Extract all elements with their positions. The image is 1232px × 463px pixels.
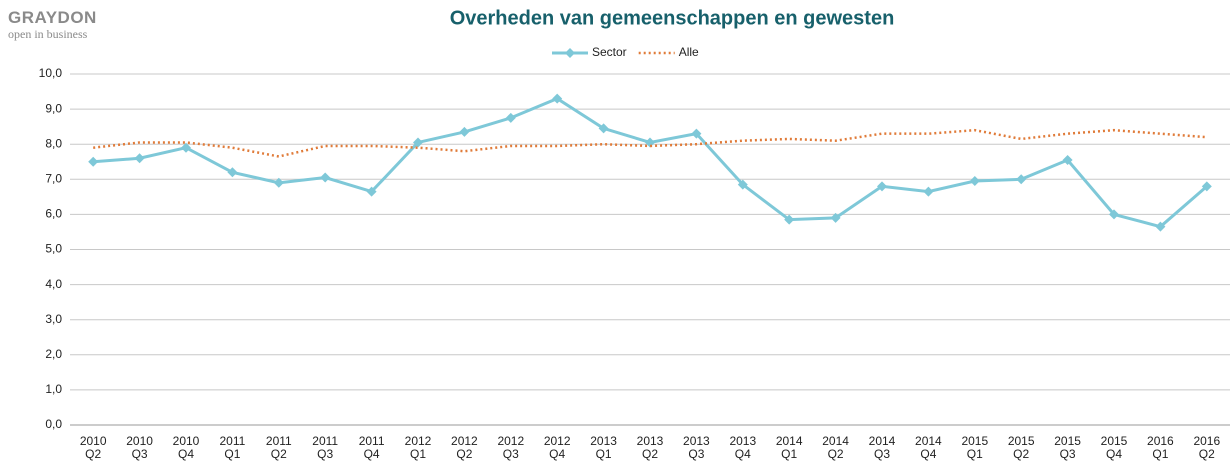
- x-tick-label: 2011 Q4: [358, 434, 385, 461]
- x-tick-label: 2014 Q1: [775, 434, 803, 461]
- point: [598, 123, 609, 134]
- point: [969, 176, 980, 187]
- point: [1016, 174, 1027, 185]
- point: [459, 126, 470, 137]
- x-tick-label: 2013 Q3: [683, 434, 710, 461]
- x-tick-label: 2013 Q1: [590, 434, 617, 461]
- y-tick-label: 0,0: [45, 417, 62, 431]
- x-tick-label: 2010 Q3: [126, 434, 153, 461]
- x-tick-label: 2015 Q1: [961, 434, 989, 461]
- y-tick-label: 3,0: [45, 312, 62, 326]
- x-tick-label: 2015 Q3: [1054, 434, 1081, 461]
- point: [552, 93, 563, 104]
- x-tick-label: 2012 Q4: [543, 434, 571, 461]
- x-tick-label: 2011 Q1: [219, 434, 246, 461]
- y-tick-label: 8,0: [45, 136, 62, 150]
- x-tick-label: 2010 Q2: [79, 434, 107, 461]
- x-tick-label: 2010 Q4: [172, 434, 200, 461]
- point: [366, 186, 377, 197]
- x-tick-label: 2011 Q2: [265, 434, 292, 461]
- point: [320, 172, 331, 183]
- point: [1109, 209, 1119, 220]
- logo-tagline: open in business: [8, 27, 88, 41]
- legend-label: Alle: [679, 45, 699, 59]
- point: [273, 177, 284, 188]
- y-tick-label: 9,0: [45, 101, 62, 115]
- point: [1062, 154, 1073, 165]
- point: [413, 137, 423, 148]
- x-tick-label: 2015 Q4: [1100, 434, 1128, 461]
- line-series: [93, 96, 1208, 229]
- y-tick-label: 4,0: [45, 277, 62, 291]
- y-tick-label: 2,0: [45, 347, 62, 361]
- point: [784, 214, 795, 225]
- x-tick-label: 2013 Q2: [636, 434, 664, 461]
- x-tick-label: 2014 Q3: [868, 434, 896, 461]
- chart-title: Overheden van gemeenschappen en gewesten: [450, 7, 895, 29]
- x-tick-label: 2012 Q3: [497, 434, 525, 461]
- point: [505, 112, 516, 123]
- y-tick-label: 5,0: [45, 242, 62, 256]
- point: [877, 181, 887, 192]
- x-tick-label: 2016 Q2: [1193, 434, 1221, 461]
- logo: GRAYDON: [8, 8, 97, 27]
- y-tick-label: 7,0: [45, 171, 62, 185]
- y-tick-label: 1,0: [45, 382, 62, 396]
- y-tick-label: 10,0: [39, 66, 63, 80]
- point: [181, 142, 191, 153]
- x-tick-label: 2016 Q1: [1147, 434, 1174, 461]
- point: [134, 153, 145, 164]
- y-tick-label: 6,0: [45, 207, 62, 221]
- point: [691, 128, 702, 139]
- point: [1201, 181, 1212, 192]
- x-tick-label: 2011 Q3: [312, 434, 339, 461]
- point: [645, 137, 655, 148]
- point: [923, 186, 934, 197]
- x-tick-label: 2012 Q2: [451, 434, 478, 461]
- x-tick-label: 2012 Q1: [404, 434, 432, 461]
- point: [227, 167, 238, 178]
- point: [737, 179, 748, 190]
- x-tick-label: 2014 Q2: [822, 434, 849, 461]
- legend-marker: [565, 48, 575, 58]
- point: [830, 212, 841, 223]
- x-tick-label: 2015 Q2: [1007, 434, 1035, 461]
- x-tick-label: 2013 Q4: [729, 434, 757, 461]
- x-tick-label: 2014 Q4: [915, 434, 942, 461]
- legend-label: Sector: [592, 45, 627, 59]
- point: [88, 156, 99, 167]
- point: [1155, 221, 1166, 232]
